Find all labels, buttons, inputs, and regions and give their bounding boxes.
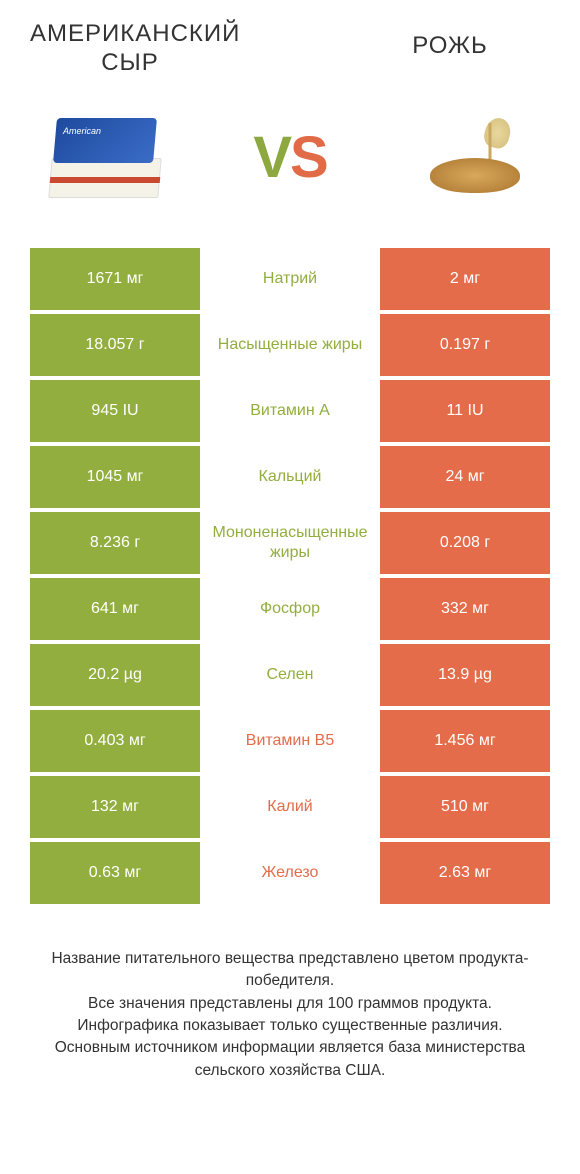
vs-badge: VS bbox=[253, 124, 326, 191]
right-product-title: РОЖЬ bbox=[350, 20, 550, 61]
left-product-title: АМЕРИКАНСКИЙ СЫР bbox=[30, 20, 230, 78]
nutrient-label: Кальций bbox=[200, 446, 380, 508]
right-value: 2 мг bbox=[380, 248, 550, 310]
header: АМЕРИКАНСКИЙ СЫР РОЖЬ bbox=[0, 0, 580, 88]
comparison-table: 1671 мгНатрий2 мг18.057 гНасыщенные жиры… bbox=[0, 248, 580, 908]
left-value: 18.057 г bbox=[30, 314, 200, 376]
table-row: 0.63 мгЖелезо2.63 мг bbox=[30, 842, 550, 904]
nutrient-label: Селен bbox=[200, 644, 380, 706]
left-value: 0.63 мг bbox=[30, 842, 200, 904]
rye-icon bbox=[420, 123, 530, 193]
nutrient-label: Натрий bbox=[200, 248, 380, 310]
nutrient-label: Витамин B5 bbox=[200, 710, 380, 772]
left-value: 132 мг bbox=[30, 776, 200, 838]
right-product-image bbox=[400, 98, 550, 218]
nutrient-label: Насыщенные жиры bbox=[200, 314, 380, 376]
vs-row: American VS bbox=[0, 88, 580, 248]
nutrient-label: Витамин A bbox=[200, 380, 380, 442]
table-row: 132 мгКалий510 мг bbox=[30, 776, 550, 838]
footer-line: Основным источником информации является … bbox=[20, 1037, 560, 1082]
footer-notes: Название питательного вещества представл… bbox=[0, 908, 580, 1103]
right-value: 0.208 г bbox=[380, 512, 550, 574]
left-value: 945 IU bbox=[30, 380, 200, 442]
table-row: 1045 мгКальций24 мг bbox=[30, 446, 550, 508]
table-row: 1671 мгНатрий2 мг bbox=[30, 248, 550, 310]
cheese-icon: American bbox=[45, 118, 165, 198]
left-value: 0.403 мг bbox=[30, 710, 200, 772]
right-value: 13.9 µg bbox=[380, 644, 550, 706]
table-row: 18.057 гНасыщенные жиры0.197 г bbox=[30, 314, 550, 376]
footer-line: Инфографика показывает только существенн… bbox=[20, 1015, 560, 1037]
left-value: 8.236 г bbox=[30, 512, 200, 574]
left-value: 1671 мг bbox=[30, 248, 200, 310]
vs-v-letter: V bbox=[253, 125, 290, 190]
footer-line: Название питательного вещества представл… bbox=[20, 948, 560, 993]
left-product-image: American bbox=[30, 98, 180, 218]
table-row: 0.403 мгВитамин B51.456 мг bbox=[30, 710, 550, 772]
left-value: 20.2 µg bbox=[30, 644, 200, 706]
table-row: 641 мгФосфор332 мг bbox=[30, 578, 550, 640]
right-value: 0.197 г bbox=[380, 314, 550, 376]
nutrient-label: Фосфор bbox=[200, 578, 380, 640]
left-value: 1045 мг bbox=[30, 446, 200, 508]
right-value: 11 IU bbox=[380, 380, 550, 442]
nutrient-label: Мононенасыщенные жиры bbox=[200, 512, 380, 574]
nutrient-label: Железо bbox=[200, 842, 380, 904]
table-row: 20.2 µgСелен13.9 µg bbox=[30, 644, 550, 706]
nutrient-label: Калий bbox=[200, 776, 380, 838]
right-value: 24 мг bbox=[380, 446, 550, 508]
right-value: 510 мг bbox=[380, 776, 550, 838]
right-value: 332 мг bbox=[380, 578, 550, 640]
table-row: 945 IUВитамин A11 IU bbox=[30, 380, 550, 442]
footer-line: Все значения представлены для 100 граммо… bbox=[20, 993, 560, 1015]
infographic-container: АМЕРИКАНСКИЙ СЫР РОЖЬ American VS 1671 м… bbox=[0, 0, 580, 1174]
left-value: 641 мг bbox=[30, 578, 200, 640]
right-value: 1.456 мг bbox=[380, 710, 550, 772]
vs-s-letter: S bbox=[290, 125, 327, 190]
table-row: 8.236 гМононенасыщенные жиры0.208 г bbox=[30, 512, 550, 574]
right-value: 2.63 мг bbox=[380, 842, 550, 904]
